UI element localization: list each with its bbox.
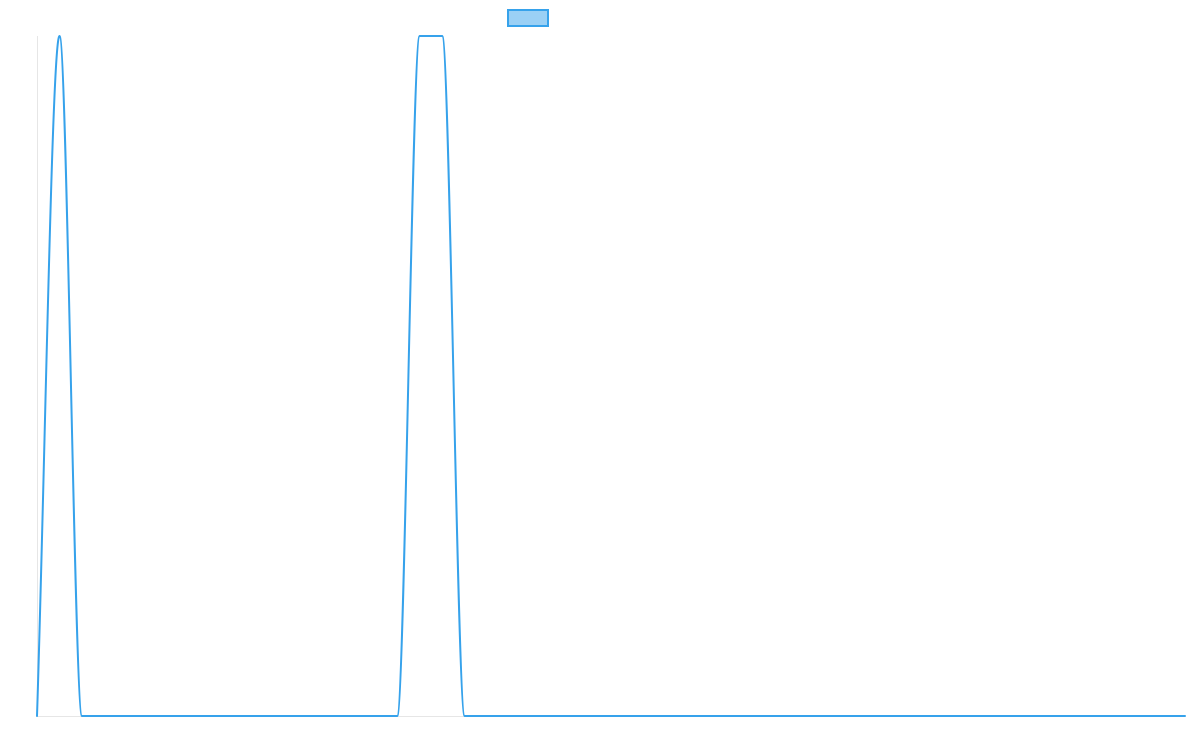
series-line-0[interactable] (36, 35, 1186, 717)
legend-swatch[interactable] (507, 9, 549, 27)
legend[interactable] (507, 9, 549, 27)
series-layer (36, 35, 1186, 717)
